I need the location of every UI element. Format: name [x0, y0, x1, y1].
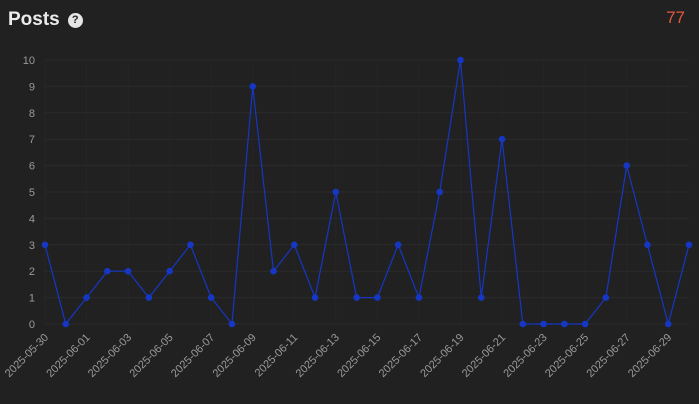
- data-point: [394, 241, 402, 249]
- data-point: [457, 56, 464, 64]
- x-tick-label: 2025-06-27: [585, 332, 633, 380]
- data-point: [519, 320, 527, 328]
- x-tick-label: 2025-06-15: [335, 332, 383, 380]
- x-tick-label: 2025-06-19: [418, 332, 466, 380]
- y-tick-label: 1: [29, 293, 35, 305]
- y-tick-label: 3: [29, 240, 35, 252]
- data-point: [374, 294, 381, 301]
- data-point: [540, 320, 547, 328]
- data-point: [62, 320, 70, 328]
- data-point: [311, 294, 319, 301]
- data-point: [415, 294, 423, 301]
- data-point: [249, 83, 257, 90]
- data-point: [664, 320, 672, 328]
- y-tick-label: 8: [29, 108, 35, 120]
- y-tick-label: 4: [29, 213, 35, 225]
- y-tick-label: 9: [29, 81, 35, 93]
- data-point: [436, 188, 444, 196]
- help-icon[interactable]: ?: [67, 12, 83, 28]
- data-point: [623, 162, 630, 169]
- series-line: [44, 59, 690, 327]
- data-point: [498, 135, 506, 143]
- data-point: [602, 294, 610, 301]
- y-tick-label: 7: [29, 134, 35, 146]
- x-tick-label: 2025-06-13: [294, 332, 342, 380]
- data-point: [581, 320, 589, 328]
- x-tick-label: 2025-06-01: [44, 332, 92, 380]
- data-point: [207, 294, 215, 301]
- data-point: [228, 320, 236, 328]
- x-tick-label: 2025-06-07: [169, 332, 217, 380]
- data-point: [685, 241, 693, 249]
- data-point: [104, 267, 111, 275]
- y-tick-label: 0: [29, 319, 35, 331]
- data-point: [353, 294, 360, 301]
- data-point: [290, 241, 298, 249]
- data-point: [145, 294, 153, 301]
- x-tick-label: 2025-06-17: [377, 332, 425, 380]
- y-tick-label: 5: [29, 187, 35, 199]
- data-point: [41, 241, 49, 249]
- data-point: [187, 241, 194, 249]
- panel-header: Posts ?: [8, 6, 83, 34]
- x-tick-label: 2025-06-05: [127, 332, 175, 380]
- data-point: [83, 294, 90, 301]
- y-tick-label: 10: [23, 55, 35, 67]
- y-tick-label: 6: [29, 161, 35, 173]
- x-tick-label: 2025-06-25: [543, 332, 591, 380]
- x-tick-label: 2025-06-21: [460, 332, 508, 380]
- x-tick-label: 2025-06-03: [86, 332, 134, 380]
- panel-title: Posts: [8, 9, 60, 30]
- x-tick-label: 2025-05-30: [3, 332, 51, 380]
- data-point: [124, 267, 132, 275]
- y-tick-label: 2: [29, 266, 35, 278]
- data-point: [332, 188, 340, 196]
- data-point: [166, 267, 173, 275]
- total-count: 77: [666, 8, 685, 27]
- x-tick-label: 2025-06-09: [211, 332, 259, 380]
- data-point: [270, 267, 277, 275]
- data-point: [477, 294, 485, 301]
- data-point: [644, 241, 651, 249]
- x-tick-label: 2025-06-23: [501, 332, 549, 380]
- data-point: [561, 320, 568, 328]
- x-tick-label: 2025-06-29: [626, 332, 674, 380]
